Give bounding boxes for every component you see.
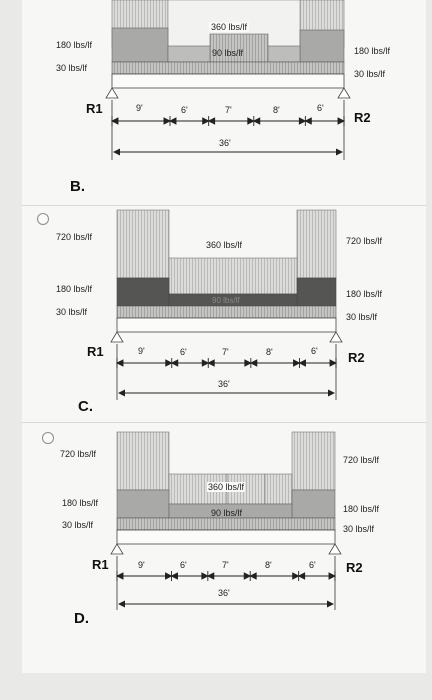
reaction-r1: R1 — [86, 101, 103, 116]
dimension-arrow — [202, 117, 210, 125]
load-label-mid-360: 360 lbs/lf — [207, 482, 246, 492]
dimension-arrow — [247, 117, 255, 125]
span-dim-3: 7' — [225, 105, 232, 115]
load-label-right-30: 30 lbs/lf — [354, 69, 386, 79]
span-dim-5: 6' — [311, 346, 318, 356]
dimension-arrow — [168, 117, 177, 125]
load-label-right-180: 180 lbs/lf — [354, 46, 391, 56]
span-dim-4: 8' — [273, 105, 280, 115]
option-label-d: D. — [74, 610, 89, 627]
load-label-left-720: 720 lbs/lf — [56, 232, 93, 242]
dimension-arrow — [298, 117, 307, 125]
dimension-arrow — [170, 572, 178, 580]
dimension-arrow — [115, 572, 124, 580]
load-label-mid-360: 360 lbs/lf — [206, 240, 243, 250]
dimension-arrow — [163, 117, 172, 125]
load-label-left-180: 180 lbs/lf — [56, 40, 93, 50]
span-dim-4: 8' — [266, 347, 273, 357]
span-dim-2: 6' — [180, 560, 187, 570]
span-dim-total: 36' — [219, 138, 231, 148]
dimension-arrow — [297, 572, 306, 580]
option-card-c — [22, 422, 426, 673]
dimension-arrow — [165, 359, 173, 367]
dimension-arrow — [170, 359, 179, 367]
option-c-radio[interactable] — [42, 432, 54, 444]
diagram-2 — [110, 209, 343, 400]
load-label-left-720: 720 lbs/lf — [60, 449, 97, 459]
load-label-right-720: 720 lbs/lf — [343, 455, 380, 465]
reaction-r1: R1 — [87, 344, 104, 359]
dimension-arrow — [207, 359, 215, 367]
option-label-b: B. — [70, 178, 85, 195]
dimension-arrow — [201, 572, 209, 580]
dimension-arrow — [201, 359, 210, 367]
dimension-arrow — [304, 117, 312, 125]
option-b-radio[interactable] — [37, 213, 49, 225]
load-label-top-360: 360 lbs/lf — [209, 22, 250, 32]
diagram-3 — [110, 431, 342, 610]
dimension-arrow — [244, 359, 252, 367]
dimension-arrow — [252, 117, 261, 125]
span-dim-1: 9' — [138, 560, 145, 570]
dimension-arrow — [298, 359, 306, 367]
span-dim-total: 36' — [218, 588, 230, 598]
dimension-arrow — [165, 572, 173, 580]
option-label-c: C. — [78, 398, 93, 415]
dimension-arrow — [110, 117, 119, 125]
reaction-r2: R2 — [348, 350, 365, 365]
dimension-arrow — [329, 359, 338, 367]
dimension-arrow — [337, 117, 346, 125]
load-label-right-180: 180 lbs/lf — [346, 289, 383, 299]
span-dim-3: 7' — [222, 347, 229, 357]
span-dim-5: 6' — [309, 560, 316, 570]
reaction-r2: R2 — [346, 560, 363, 575]
load-label-left-30: 30 lbs/lf — [62, 520, 94, 530]
dimension-arrow — [292, 572, 300, 580]
dimension-arrow — [249, 572, 257, 580]
dimension-arrow — [249, 359, 258, 367]
span-dim-total: 36' — [218, 379, 230, 389]
dimension-arrow — [243, 572, 252, 580]
reaction-r1: R1 — [92, 557, 109, 572]
span-dim-2: 6' — [181, 105, 188, 115]
span-dim-5: 6' — [317, 103, 324, 113]
dimension-arrow — [207, 117, 216, 125]
load-label-left-30: 30 lbs/lf — [56, 63, 88, 73]
span-dim-4: 8' — [265, 560, 272, 570]
load-label-right-180: 180 lbs/lf — [343, 504, 380, 514]
span-dim-1: 9' — [136, 103, 143, 113]
dimension-arrow — [328, 572, 337, 580]
load-label-right-30: 30 lbs/lf — [343, 524, 375, 534]
span-dim-2: 6' — [180, 347, 187, 357]
load-label-right-30: 30 lbs/lf — [346, 312, 378, 322]
load-label-mid-90: 90 lbs/lf — [211, 508, 243, 518]
dimension-arrow — [206, 572, 215, 580]
reaction-r2: R2 — [354, 110, 371, 125]
load-label-right-720: 720 lbs/lf — [346, 236, 383, 246]
load-label-left-30: 30 lbs/lf — [56, 307, 88, 317]
dimension-arrow — [115, 359, 124, 367]
dimension-arrow — [293, 359, 301, 367]
span-dim-3: 7' — [222, 560, 229, 570]
load-label-left-180: 180 lbs/lf — [56, 284, 93, 294]
load-label-top-90: 90 lbs/lf — [212, 48, 244, 58]
load-label-mid-90: 90 lbs/lf — [212, 296, 240, 305]
span-dim-1: 9' — [138, 346, 145, 356]
diagram-1 — [105, 0, 351, 160]
load-label-left-180: 180 lbs/lf — [62, 498, 99, 508]
